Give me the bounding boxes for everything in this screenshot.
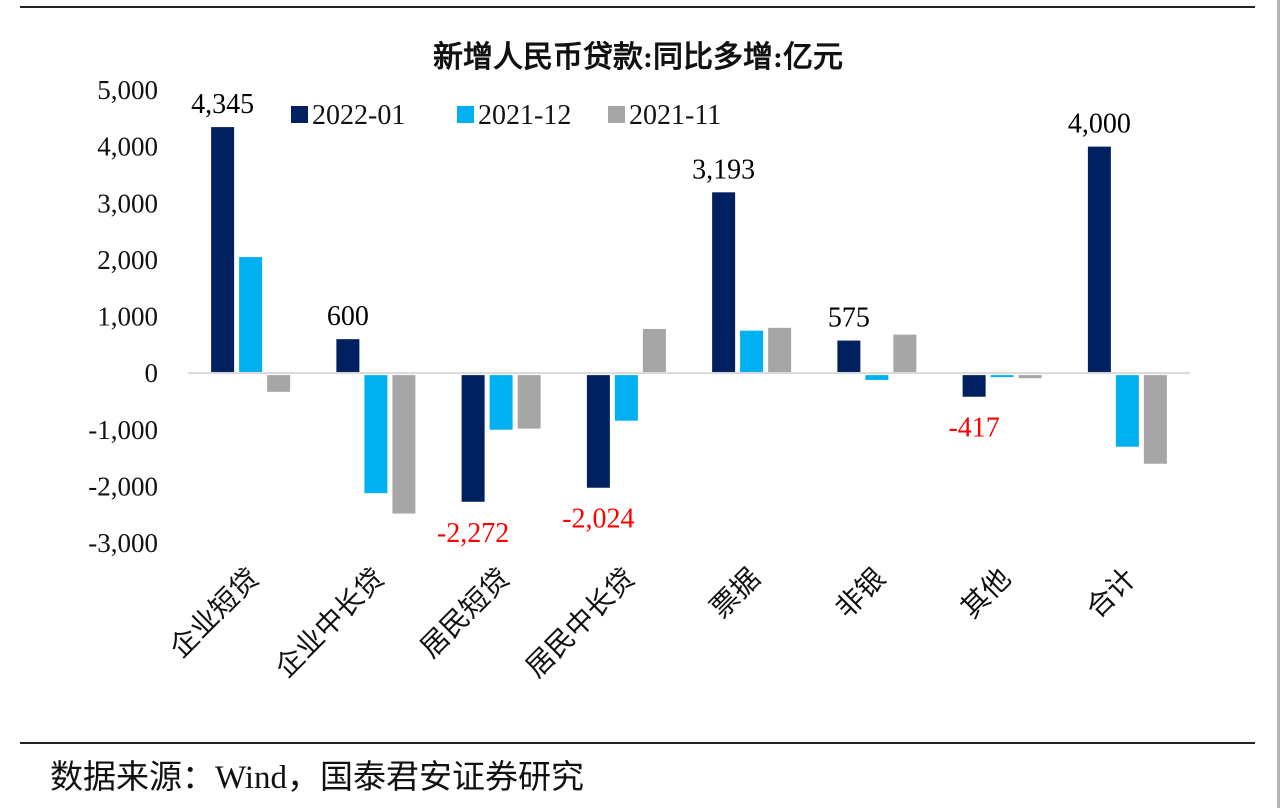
bar-2021-12-企业短贷 [239, 257, 263, 373]
category-label: 居民中长贷 [520, 562, 642, 684]
legend-item: 2022-01 [291, 100, 405, 131]
y-tick-label: -1,000 [88, 415, 158, 445]
bar-2021-12-非银 [865, 375, 889, 380]
legend-label: 2022-01 [312, 100, 405, 131]
data-label: -2,272 [437, 518, 509, 549]
y-tick-label: -2,000 [88, 471, 158, 501]
bar-2021-12-企业中长贷 [364, 375, 388, 494]
data-label: -417 [948, 413, 999, 444]
y-tick-label: 2,000 [97, 245, 158, 275]
category-label: 其他 [955, 562, 1017, 624]
bar-2021-11-合计 [1143, 375, 1167, 464]
bar-2021-11-企业短贷 [267, 375, 291, 392]
legend-swatch [608, 106, 625, 123]
bar-2022-01-合计 [1087, 146, 1111, 373]
data-label: 4,000 [1068, 109, 1131, 140]
legend-swatch [457, 106, 474, 123]
legend-label: 2021-11 [629, 100, 721, 131]
y-axis: 5,000 4,000 3,000 2,000 1,000 0 -1,000 -2,000 -3… [88, 75, 158, 558]
data-label: 4,345 [191, 89, 254, 120]
category-labels: 企业短贷 企业中长贷 居民短贷 居民中长贷 票据 非银 其他 合计 [164, 562, 1143, 684]
top-rule [20, 6, 1255, 8]
legend: 2022-01 2021-12 2021-11 [291, 100, 721, 131]
data-label: -2,024 [562, 504, 634, 535]
bar-2022-01-非银 [837, 340, 861, 373]
bar-2021-11-企业中长贷 [392, 375, 416, 514]
y-tick-label: 0 [145, 358, 159, 388]
bar-2022-01-居民短贷 [461, 375, 485, 502]
bar-2021-12-居民短贷 [489, 375, 513, 430]
category-label: 非银 [830, 562, 892, 624]
source-note: 数据来源：Wind，国泰君安证券研究 [50, 760, 584, 796]
bar-2021-11-居民中长贷 [642, 328, 666, 373]
category-label: 票据 [704, 562, 766, 624]
data-labels: 4,345 600 -2,272 -2,024 3,193 575 -417 4,000 [191, 89, 1131, 549]
legend-item: 2021-11 [608, 100, 721, 131]
legend-label: 2021-12 [478, 100, 571, 131]
right-border [1277, 0, 1280, 808]
bar-2021-11-其他 [1018, 375, 1042, 379]
bar-2021-12-合计 [1115, 375, 1139, 447]
y-tick-label: 4,000 [97, 132, 158, 162]
bar-2021-11-非银 [893, 334, 917, 373]
bottom-rule [20, 742, 1255, 744]
category-label: 企业短贷 [164, 562, 266, 664]
bar-2022-01-企业中长贷 [336, 339, 360, 373]
y-tick-label: 1,000 [97, 302, 158, 332]
legend-swatch [291, 106, 308, 123]
bars [211, 127, 1167, 514]
data-label: 575 [828, 303, 870, 334]
legend-item: 2021-12 [457, 100, 571, 131]
category-label: 合计 [1080, 562, 1142, 624]
bar-2021-12-其他 [990, 375, 1014, 378]
bar-2021-12-居民中长贷 [614, 375, 638, 421]
data-label: 3,193 [692, 154, 755, 185]
chart-title: 新增人民币贷款:同比多增:亿元 [433, 41, 843, 74]
y-tick-label: 3,000 [97, 188, 158, 218]
bar-2021-12-票据 [740, 330, 764, 373]
bar-2022-01-票据 [712, 192, 736, 373]
bar-2021-11-票据 [768, 327, 792, 373]
category-label: 企业中长贷 [269, 562, 391, 684]
bar-2022-01-企业短贷 [211, 127, 235, 373]
bar-2021-11-居民短贷 [517, 375, 541, 429]
bar-2022-01-居民中长贷 [586, 375, 610, 488]
bar-2022-01-其他 [962, 375, 986, 397]
y-tick-label: -3,000 [88, 528, 158, 558]
category-label: 居民短贷 [414, 562, 516, 664]
bar-chart: 新增人民币贷款:同比多增:亿元 5,000 4,000 3,000 2,000 1,00… [88, 41, 1190, 684]
data-label: 600 [327, 301, 369, 332]
y-tick-label: 5,000 [97, 75, 158, 105]
